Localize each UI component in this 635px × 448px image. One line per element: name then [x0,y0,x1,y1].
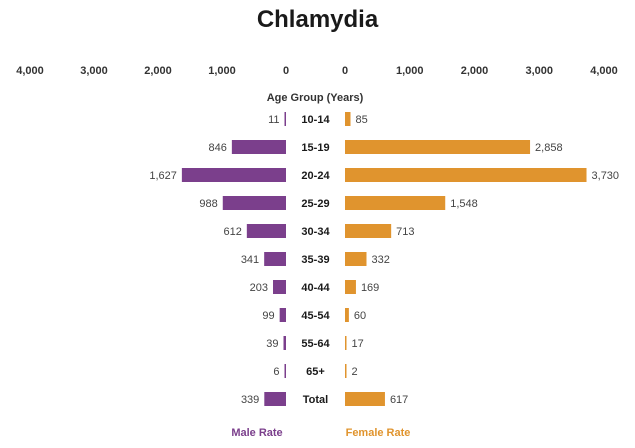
female-rate-value-label: 713 [396,226,414,238]
male-rate-value-label: 612 [223,226,241,238]
female-rate-bar [345,280,356,294]
male-rate-bar [181,168,286,182]
category-label: 45-54 [301,310,330,322]
category-label: 35-39 [301,254,329,266]
female-rate-value-label: 332 [371,254,389,266]
right-axis-tick-label: 2,000 [461,65,489,77]
right-axis-tick-label: 4,000 [590,65,618,77]
female-rate-bar [345,224,392,238]
female-rate-value-label: 60 [354,310,366,322]
female-rate-value-label: 85 [356,114,368,126]
category-axis-title: Age Group (Years) [267,92,364,104]
male-rate-value-label: 203 [250,282,268,294]
female-rate-bar [345,392,385,406]
category-label: 15-19 [301,142,329,154]
female-rate-series: 85 2,858 3,730 1,548 713 332 169 60 17 2 617 [345,112,619,406]
category-label: 40-44 [301,282,330,294]
right-axis-ticks: 0 1,000 2,000 3,000 4,000 [342,65,618,77]
category-label: 25-29 [301,198,329,210]
female-rate-value-label: 169 [361,282,379,294]
male-rate-bar [284,112,286,126]
male-rate-value-label: 6 [273,366,279,378]
legend-female-rate: Female Rate [346,427,411,439]
male-rate-value-label: 341 [241,254,259,266]
left-axis-tick-label: 2,000 [144,65,172,77]
left-axis-tick-label: 0 [283,65,289,77]
male-rate-bar [264,392,286,406]
female-rate-value-label: 2,858 [535,142,563,154]
category-labels: 10-14 15-19 20-24 25-29 30-34 35-39 40-44 45-54… [301,114,330,406]
category-label: 20-24 [301,170,330,182]
category-label: 55-64 [301,338,330,350]
female-rate-bar [345,252,367,266]
category-label: 65+ [306,366,325,378]
right-axis-tick-label: 3,000 [525,65,553,77]
male-rate-bar [264,252,286,266]
male-rate-value-label: 846 [208,142,226,154]
left-axis-tick-label: 4,000 [16,65,44,77]
female-rate-bar [345,364,347,378]
left-axis-ticks: 4,000 3,000 2,000 1,000 0 [16,65,289,77]
female-rate-value-label: 3,730 [592,170,620,182]
male-rate-bar [246,224,286,238]
category-label: Total [303,394,328,406]
left-axis-tick-label: 3,000 [80,65,108,77]
female-rate-bar [345,336,347,350]
male-rate-value-label: 99 [262,310,274,322]
male-rate-bar [283,336,286,350]
male-rate-bar [231,140,286,154]
male-rate-value-label: 339 [241,394,259,406]
male-rate-series: 11 846 1,627 988 612 341 203 99 39 6 339 [149,112,286,406]
male-rate-value-label: 988 [199,198,217,210]
female-rate-value-label: 17 [352,338,364,350]
right-axis-tick-label: 0 [342,65,348,77]
female-rate-bar [345,196,446,210]
female-rate-bar [345,140,531,154]
female-rate-value-label: 2 [352,366,358,378]
female-rate-bar [345,112,351,126]
female-rate-bar [345,168,587,182]
male-rate-bar [284,364,286,378]
chart-title: Chlamydia [256,6,379,33]
male-rate-value-label: 39 [266,338,278,350]
male-rate-bar [222,196,286,210]
right-axis-tick-label: 1,000 [396,65,424,77]
male-rate-value-label: 11 [268,114,279,126]
left-axis-tick-label: 1,000 [208,65,236,77]
male-rate-bar [279,308,286,322]
category-label: 30-34 [301,226,330,238]
female-rate-value-label: 1,548 [450,198,478,210]
female-rate-bar [345,308,349,322]
male-rate-bar [273,280,286,294]
category-label: 10-14 [301,114,330,126]
female-rate-value-label: 617 [390,394,408,406]
legend-male-rate: Male Rate [231,427,282,439]
male-rate-value-label: 1,627 [149,170,177,182]
